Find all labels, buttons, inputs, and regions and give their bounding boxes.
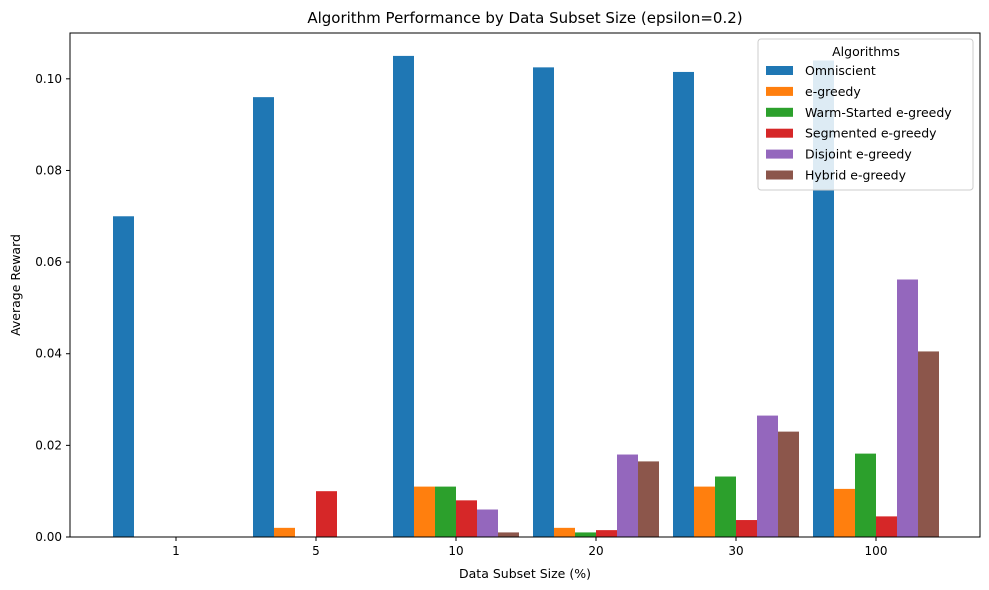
legend-swatch <box>766 66 793 75</box>
legend-swatch <box>766 170 793 180</box>
bar-segmented-e-greedy-30 <box>736 520 757 537</box>
y-tick-label: 0.10 <box>35 72 62 86</box>
legend-label: Omniscient <box>805 63 876 78</box>
bar-e-greedy-20 <box>554 527 575 537</box>
y-tick-label: 0.06 <box>35 255 62 269</box>
legend-label: Hybrid e-greedy <box>805 168 907 183</box>
y-axis-title: Average Reward <box>8 234 23 336</box>
bar-disjoint-e-greedy-30 <box>757 415 778 537</box>
y-axis: 0.00 0.02 0.04 0.06 0.08 0.10 <box>35 72 70 544</box>
y-tick-label: 0.04 <box>35 347 62 361</box>
legend-swatch <box>766 86 793 96</box>
bar-warm-started-e-greedy-20 <box>575 532 596 537</box>
bar-e-greedy-100 <box>834 488 855 537</box>
bar-segmented-e-greedy-10 <box>456 500 477 537</box>
x-tick-label: 10 <box>448 544 463 558</box>
bar-hybrid-e-greedy-20 <box>638 461 659 537</box>
bar-hybrid-e-greedy-10 <box>498 532 519 537</box>
legend: Algorithms Omniscient e-greedy Warm-Starte… <box>757 38 974 191</box>
bar-warm-started-e-greedy-30 <box>715 476 736 537</box>
bar-segmented-e-greedy-20 <box>596 530 617 537</box>
x-tick-label: 30 <box>728 544 743 558</box>
legend-swatch <box>766 107 793 117</box>
y-tick-label: 0.08 <box>35 163 62 177</box>
legend-box <box>757 38 974 191</box>
x-tick-label: 20 <box>588 544 603 558</box>
legend-label: e-greedy <box>805 84 861 99</box>
legend-title: Algorithms <box>832 44 900 59</box>
legend-label: Disjoint e-greedy <box>805 147 912 162</box>
legend-swatch <box>766 149 793 159</box>
bar-warm-started-e-greedy-10 <box>435 486 456 537</box>
legend-label: Segmented e-greedy <box>805 126 937 141</box>
y-tick-label: 0.00 <box>35 530 62 544</box>
bar-e-greedy-30 <box>694 486 715 537</box>
bar-disjoint-e-greedy-10 <box>477 509 498 537</box>
bar-disjoint-e-greedy-20 <box>617 454 638 537</box>
bar-omniscient-5 <box>253 97 274 538</box>
bar-e-greedy-10 <box>414 486 435 537</box>
bar-e-greedy-5 <box>274 527 295 537</box>
legend-swatch <box>766 128 793 138</box>
x-tick-label: 100 <box>865 544 888 558</box>
bar-omniscient-1 <box>113 216 134 538</box>
bar-omniscient-20 <box>533 67 554 537</box>
chart-title: Algorithm Performance by Data Subset Siz… <box>307 9 742 27</box>
x-tick-label: 1 <box>172 544 180 558</box>
bars-layer <box>113 55 939 538</box>
bar-disjoint-e-greedy-100 <box>897 279 918 537</box>
bar-hybrid-e-greedy-100 <box>918 351 939 537</box>
legend-label: Warm-Started e-greedy <box>805 105 952 120</box>
y-tick-label: 0.02 <box>35 438 62 452</box>
plot-frame <box>69 32 981 538</box>
bar-segmented-e-greedy-100 <box>876 516 897 537</box>
bar-omniscient-10 <box>393 55 414 538</box>
x-tick-label: 5 <box>312 544 320 558</box>
bar-omniscient-30 <box>673 71 694 537</box>
bar-hybrid-e-greedy-30 <box>778 431 799 537</box>
bar-warm-started-e-greedy-100 <box>855 453 876 537</box>
bar-segmented-e-greedy-5 <box>316 491 337 537</box>
legend-items: Omniscient e-greedy Warm-Started e-greedy S… <box>766 63 952 183</box>
x-axis-title: Data Subset Size (%) <box>459 566 591 581</box>
x-axis: 1 5 10 20 30 100 <box>172 537 887 558</box>
